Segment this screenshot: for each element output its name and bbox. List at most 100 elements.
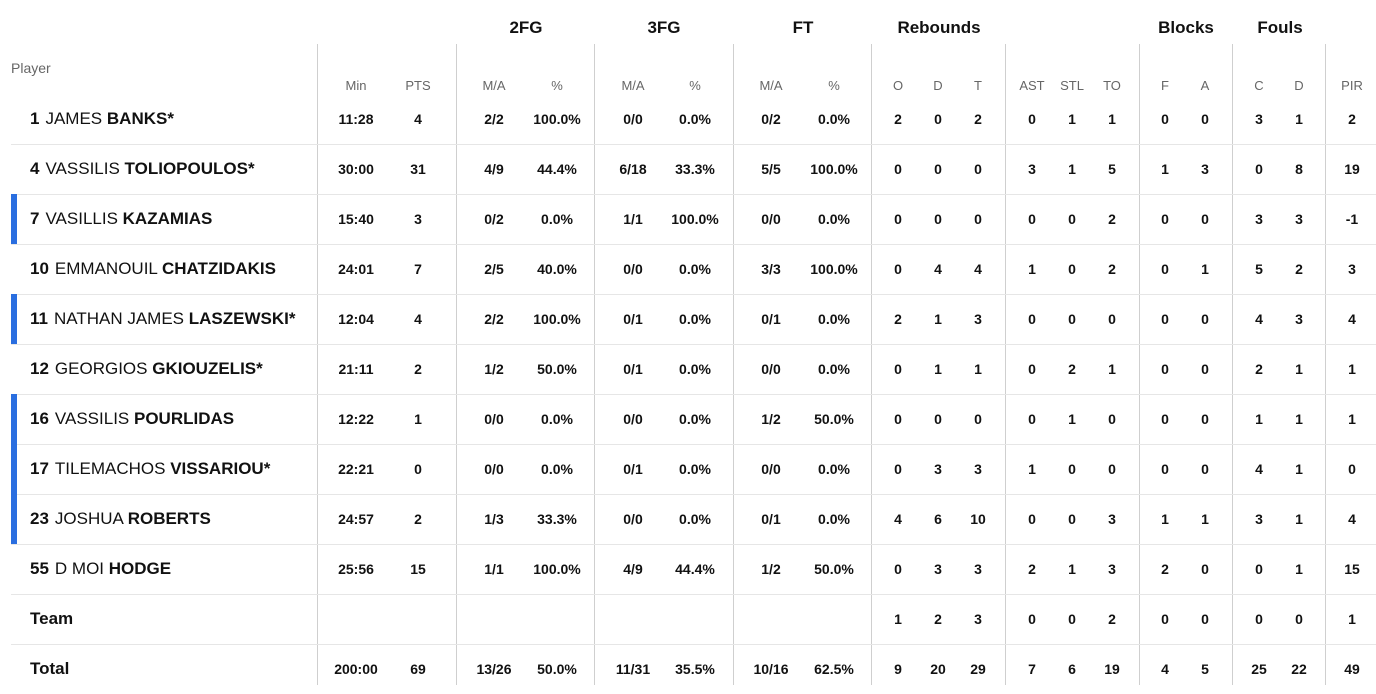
stat-cell-min: 15:40 xyxy=(338,211,374,227)
stat-cell-pir: 4 xyxy=(1348,511,1356,527)
team-row: Team 1 2 3 0 0 2 0 0 0 0 1 xyxy=(11,594,1376,645)
stat-cell-pts: 7 xyxy=(414,261,422,277)
col-header-reb-t: T xyxy=(974,78,982,93)
player-name[interactable]: 12 GEORGIOS GKIOUZELIS* xyxy=(30,344,263,394)
player-row[interactable]: 55 D MOI HODGE 25:56 15 1/1 100.0% 4/9 44.4% 1/2… xyxy=(11,544,1376,595)
stat-cell-fg3-ma: 0/0 xyxy=(623,261,643,277)
player-number: 12 xyxy=(30,359,49,378)
col-header-3fg-ma: M/A xyxy=(621,78,645,93)
player-row[interactable]: 16 VASSILIS POURLIDAS 12:22 1 0/0 0.0% 0/0 0.0%… xyxy=(11,394,1376,445)
stat-cell-stl: 0 xyxy=(1068,261,1076,277)
player-number: 23 xyxy=(30,509,49,528)
stat-cell-stl: 1 xyxy=(1068,111,1076,127)
stat-cell-fg3-pct: 100.0% xyxy=(671,211,719,227)
player-name[interactable]: 4 VASSILIS TOLIOPOULOS* xyxy=(30,144,255,194)
stat-cell-ft-ma: 0/0 xyxy=(761,211,781,227)
player-number: 17 xyxy=(30,459,49,478)
stat-cell-stl: 0 xyxy=(1068,311,1076,327)
stat-cell-stl: 1 xyxy=(1068,161,1076,177)
stat-cell-ast: 2 xyxy=(1028,561,1036,577)
stat-cell-foul-c: 4 xyxy=(1255,311,1263,327)
player-name[interactable]: 11 NATHAN JAMES LASZEWSKI* xyxy=(30,294,296,344)
stat-cell-reb-o: 2 xyxy=(894,111,902,127)
player-row[interactable]: 17 TILEMACHOS VISSARIOU* 22:21 0 0/0 0.0% 0/1 0… xyxy=(11,444,1376,495)
player-name[interactable]: 16 VASSILIS POURLIDAS xyxy=(30,394,234,444)
stat-cell-fg2-pct: 33.3% xyxy=(537,511,577,527)
stat-cell-blk-a: 0 xyxy=(1201,311,1209,327)
stat-cell-ft-pct: 0.0% xyxy=(818,111,850,127)
player-name[interactable]: 1 JAMES BANKS* xyxy=(30,94,174,144)
stat-cell-blk-a: 0 xyxy=(1201,611,1209,627)
stat-cell-reb-t: 10 xyxy=(970,511,986,527)
stat-cell-blk-f: 0 xyxy=(1161,261,1169,277)
stat-cell-foul-c: 0 xyxy=(1255,561,1263,577)
stat-cell-foul-c: 0 xyxy=(1255,161,1263,177)
stat-cell-ft-pct: 0.0% xyxy=(818,461,850,477)
stat-cell-ast: 0 xyxy=(1028,111,1036,127)
stat-cell-min: 24:57 xyxy=(338,511,374,527)
stat-cell-ft-pct: 50.0% xyxy=(814,561,854,577)
stat-cell-reb-t: 29 xyxy=(970,661,986,677)
stat-cell-foul-d: 1 xyxy=(1295,111,1303,127)
col-header-pir: PIR xyxy=(1341,78,1363,93)
stat-cell-blk-f: 1 xyxy=(1161,511,1169,527)
stat-cell-pir: 3 xyxy=(1348,261,1356,277)
player-first-name: D MOI xyxy=(54,559,105,578)
player-row[interactable]: 11 NATHAN JAMES LASZEWSKI* 12:04 4 2/2 100.0%… xyxy=(11,294,1376,345)
player-last-name: HODGE xyxy=(108,559,172,578)
group-header-rebounds: Rebounds xyxy=(897,18,981,37)
stat-cell-pts: 15 xyxy=(410,561,426,577)
stat-cell-fg3-pct: 0.0% xyxy=(679,511,711,527)
stat-cell-blk-f: 0 xyxy=(1161,111,1169,127)
player-row[interactable]: 1 JAMES BANKS* 11:28 4 2/2 100.0% 0/0 0.0% 0/2 0.… xyxy=(11,94,1376,145)
player-number: 7 xyxy=(30,209,40,228)
stat-cell-pts: 0 xyxy=(414,461,422,477)
stat-cell-reb-d: 20 xyxy=(930,661,946,677)
player-row[interactable]: 4 VASSILIS TOLIOPOULOS* 30:00 31 4/9 44.4% 6/1… xyxy=(11,144,1376,195)
total-label: Total xyxy=(30,659,70,678)
stat-cell-fg2-pct: 0.0% xyxy=(541,411,573,427)
stat-cell-fg3-pct: 44.4% xyxy=(675,561,715,577)
stat-cell-pts: 4 xyxy=(414,311,422,327)
player-last-name: BANKS* xyxy=(106,109,174,128)
column-divider xyxy=(594,44,595,685)
player-name[interactable]: 23 JOSHUA ROBERTS xyxy=(30,494,211,544)
col-header-ast: AST xyxy=(1019,78,1045,93)
player-name[interactable]: 17 TILEMACHOS VISSARIOU* xyxy=(30,444,270,494)
stat-cell-blk-f: 0 xyxy=(1161,311,1169,327)
stat-cell-ast: 0 xyxy=(1028,511,1036,527)
stat-cell-reb-o: 9 xyxy=(894,661,902,677)
stat-cell-foul-d: 1 xyxy=(1295,461,1303,477)
stat-cell-to: 0 xyxy=(1108,311,1116,327)
stat-cell-fg3-pct: 0.0% xyxy=(679,111,711,127)
stat-cell-min: 21:11 xyxy=(338,361,374,377)
player-row[interactable]: 10 EMMANOUIL CHATZIDAKIS 24:01 7 2/5 40.0% 0/0… xyxy=(11,244,1376,295)
stat-cell-to: 3 xyxy=(1108,511,1116,527)
player-last-name: VISSARIOU* xyxy=(170,459,271,478)
player-row[interactable]: 12 GEORGIOS GKIOUZELIS* 21:11 2 1/2 50.0% 0/1 0… xyxy=(11,344,1376,395)
group-header-fouls: Fouls xyxy=(1257,18,1303,37)
player-last-name: KAZAMIAS xyxy=(122,209,213,228)
stat-cell-fg2-ma: 13/26 xyxy=(476,661,512,677)
stat-cell-reb-d: 1 xyxy=(934,311,942,327)
stat-cell-reb-t: 3 xyxy=(974,611,982,627)
stat-cell-foul-d: 22 xyxy=(1291,661,1307,677)
stat-cell-fg3-ma: 0/0 xyxy=(623,511,643,527)
player-row[interactable]: 23 JOSHUA ROBERTS 24:57 2 1/3 33.3% 0/0 0.0% 0/1… xyxy=(11,494,1376,545)
stat-cell-ast: 0 xyxy=(1028,361,1036,377)
stat-cell-ft-ma: 0/0 xyxy=(761,461,781,477)
stat-cell-reb-t: 0 xyxy=(974,411,982,427)
stat-cell-min: 11:28 xyxy=(338,111,374,127)
stat-cell-fg2-pct: 44.4% xyxy=(537,161,577,177)
stat-cell-pir: 15 xyxy=(1344,561,1360,577)
player-name[interactable]: 55 D MOI HODGE xyxy=(30,544,171,594)
stat-cell-ast: 7 xyxy=(1028,661,1036,677)
stat-cell-foul-d: 2 xyxy=(1295,261,1303,277)
player-name[interactable]: 7 VASILLIS KAZAMIAS xyxy=(30,194,212,244)
stat-cell-reb-d: 6 xyxy=(934,511,942,527)
player-row[interactable]: 7 VASILLIS KAZAMIAS 15:40 3 0/2 0.0% 1/1 100.0%… xyxy=(11,194,1376,245)
player-name[interactable]: 10 EMMANOUIL CHATZIDAKIS xyxy=(30,244,276,294)
stat-cell-ast: 3 xyxy=(1028,161,1036,177)
stat-cell-fg3-pct: 0.0% xyxy=(679,261,711,277)
stat-cell-pir: 1 xyxy=(1348,361,1356,377)
